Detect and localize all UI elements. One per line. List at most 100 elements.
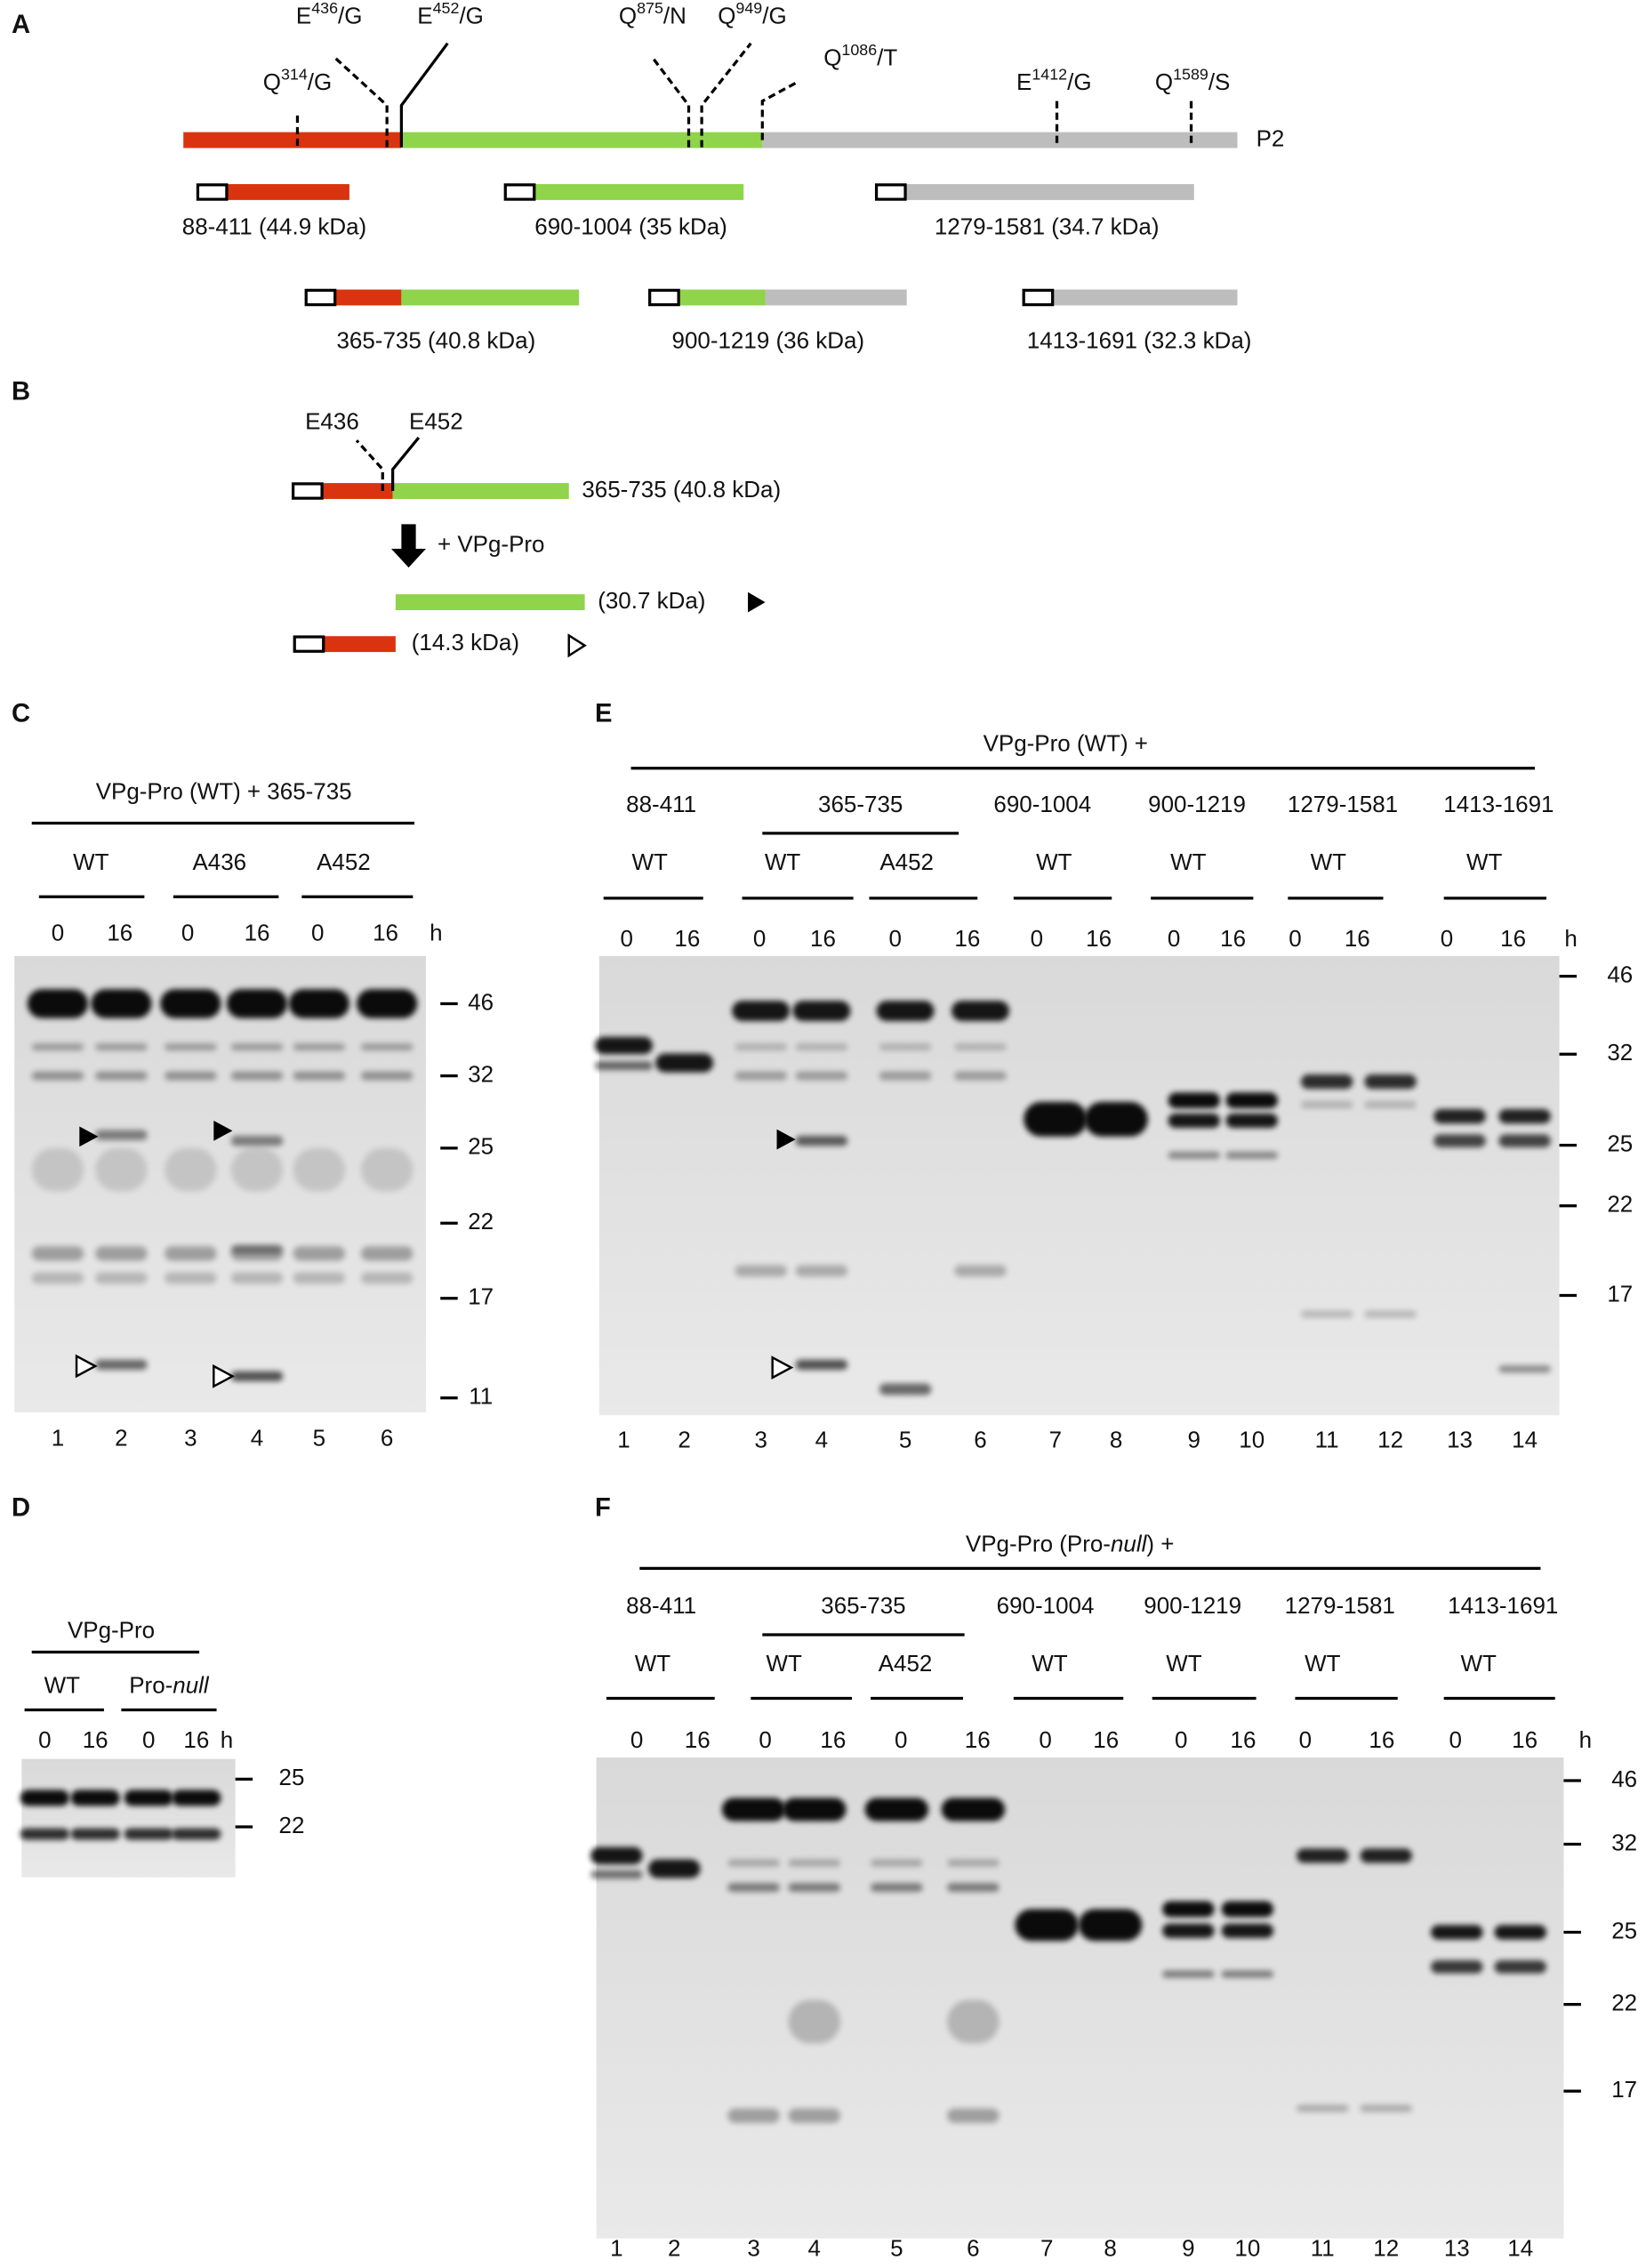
time-label: 16 bbox=[685, 1726, 711, 1753]
time-label: 0 bbox=[1039, 1726, 1051, 1753]
gel-band bbox=[95, 1272, 148, 1284]
time-label: 0 bbox=[895, 1726, 907, 1753]
lane-number: 6 bbox=[974, 1426, 986, 1452]
tag-box bbox=[874, 183, 907, 201]
gel-band bbox=[735, 1071, 787, 1081]
gel-band bbox=[172, 1789, 221, 1806]
gel-band bbox=[172, 1828, 221, 1840]
construct-label: 690-1004 bbox=[997, 1592, 1095, 1619]
site-position: 314 bbox=[281, 65, 308, 83]
gel-band bbox=[735, 1043, 787, 1051]
gel-band bbox=[795, 1071, 848, 1081]
panel-title: VPg-Pro (WT) + bbox=[984, 730, 1148, 757]
site-line bbox=[760, 81, 799, 141]
lane-number: 13 bbox=[1444, 2235, 1470, 2262]
marker-label: 25 bbox=[1611, 1917, 1637, 1943]
lane-number: 8 bbox=[1104, 2235, 1116, 2262]
gel-band bbox=[941, 1798, 1006, 1822]
lane-number: 7 bbox=[1040, 2235, 1053, 2262]
lane-number: 9 bbox=[1182, 2235, 1194, 2262]
lane-number: 14 bbox=[1507, 2235, 1533, 2262]
site-cleavage: /T bbox=[877, 44, 897, 70]
marker-label: 25 bbox=[468, 1133, 494, 1160]
lane-number: 10 bbox=[1239, 1426, 1265, 1452]
gel-band bbox=[31, 1272, 84, 1284]
group-label: WT bbox=[765, 848, 801, 875]
lane-number: 12 bbox=[1373, 2235, 1399, 2262]
marker-label: 25 bbox=[1607, 1130, 1633, 1156]
panel-title-part: ) + bbox=[1146, 1530, 1174, 1556]
gel bbox=[21, 1758, 236, 1878]
gel-band bbox=[594, 1061, 653, 1071]
protein-segment bbox=[401, 289, 580, 306]
gel bbox=[596, 1757, 1564, 2239]
gel-band bbox=[954, 1043, 1007, 1051]
panel-label: F bbox=[595, 1493, 611, 1522]
time-label: 0 bbox=[1168, 925, 1180, 952]
group-label: A452 bbox=[879, 1650, 933, 1677]
time-unit: h bbox=[1564, 925, 1577, 952]
time-label: 16 bbox=[1086, 925, 1112, 952]
site-residue: Q bbox=[823, 44, 841, 70]
group-label: A452 bbox=[317, 848, 371, 875]
time-label: 16 bbox=[83, 1726, 108, 1753]
time-label: 16 bbox=[1500, 925, 1526, 952]
group-label: WT bbox=[44, 1671, 81, 1698]
fragment-label: 900-1219 (36 kDa) bbox=[672, 327, 865, 354]
gel-band bbox=[1300, 1310, 1353, 1318]
gel-band bbox=[1168, 1092, 1221, 1109]
gel-band bbox=[864, 1798, 929, 1822]
gel-band bbox=[721, 1798, 786, 1822]
gel-band bbox=[230, 1371, 284, 1382]
time-label: 0 bbox=[630, 1726, 643, 1753]
marker-label: 22 bbox=[1607, 1191, 1633, 1218]
gel-band bbox=[70, 1828, 120, 1840]
filled-arrowhead bbox=[776, 1129, 796, 1150]
group-label: WT bbox=[1460, 1650, 1497, 1677]
group-label: WT bbox=[1166, 1650, 1202, 1677]
site-label: E452/G bbox=[417, 0, 484, 28]
gel-band bbox=[230, 1136, 284, 1146]
fragment-label: 88-411 (44.9 kDa) bbox=[182, 213, 366, 239]
gel-band bbox=[293, 1043, 346, 1051]
protein-segment bbox=[226, 184, 349, 200]
time-label: 0 bbox=[311, 919, 324, 945]
time-label: 16 bbox=[1220, 925, 1246, 952]
gel-band bbox=[1433, 1108, 1486, 1124]
time-unit: h bbox=[221, 1726, 233, 1753]
tag-box bbox=[291, 482, 324, 500]
group-label: WT bbox=[631, 848, 668, 875]
group-label: WT bbox=[635, 1650, 671, 1677]
site-label: E452 bbox=[409, 408, 463, 435]
construct-label: 365-735 (40.8 kDa) bbox=[582, 476, 781, 503]
gel-band bbox=[947, 1999, 1000, 2044]
gel-band bbox=[70, 1789, 120, 1806]
site-residue: Q bbox=[619, 2, 637, 28]
panel-title: VPg-Pro (Pro-null) + bbox=[966, 1530, 1175, 1556]
gel-band bbox=[1024, 1101, 1088, 1137]
protein-segment bbox=[762, 132, 1238, 149]
protein-name: P2 bbox=[1257, 125, 1285, 151]
gel-band bbox=[947, 1883, 1000, 1893]
lane-number: 4 bbox=[815, 1426, 828, 1452]
gel-band bbox=[124, 1789, 173, 1806]
gel-band bbox=[879, 1071, 932, 1081]
site-label: Q314/G bbox=[263, 65, 332, 95]
marker-label: 17 bbox=[1607, 1280, 1633, 1307]
gel-band bbox=[95, 1043, 148, 1051]
construct-label: 900-1219 bbox=[1148, 791, 1246, 817]
panel-title-part: VPg-Pro (Pro- bbox=[966, 1530, 1111, 1556]
tag-box bbox=[1022, 288, 1055, 307]
arrow bbox=[391, 524, 426, 568]
site-line bbox=[333, 56, 389, 148]
site-residue: E bbox=[296, 2, 311, 28]
construct-label: 88-411 bbox=[626, 791, 696, 817]
gel-band bbox=[27, 989, 89, 1018]
fragment-label: 1413-1691 (32.3 kDa) bbox=[1027, 327, 1252, 354]
gel-band bbox=[293, 1272, 346, 1284]
time-label: 0 bbox=[52, 919, 64, 945]
filled-arrowhead bbox=[213, 1120, 233, 1141]
gel-band bbox=[732, 1001, 791, 1021]
gel-band bbox=[1433, 1134, 1486, 1148]
gel-band bbox=[1360, 1848, 1412, 1863]
